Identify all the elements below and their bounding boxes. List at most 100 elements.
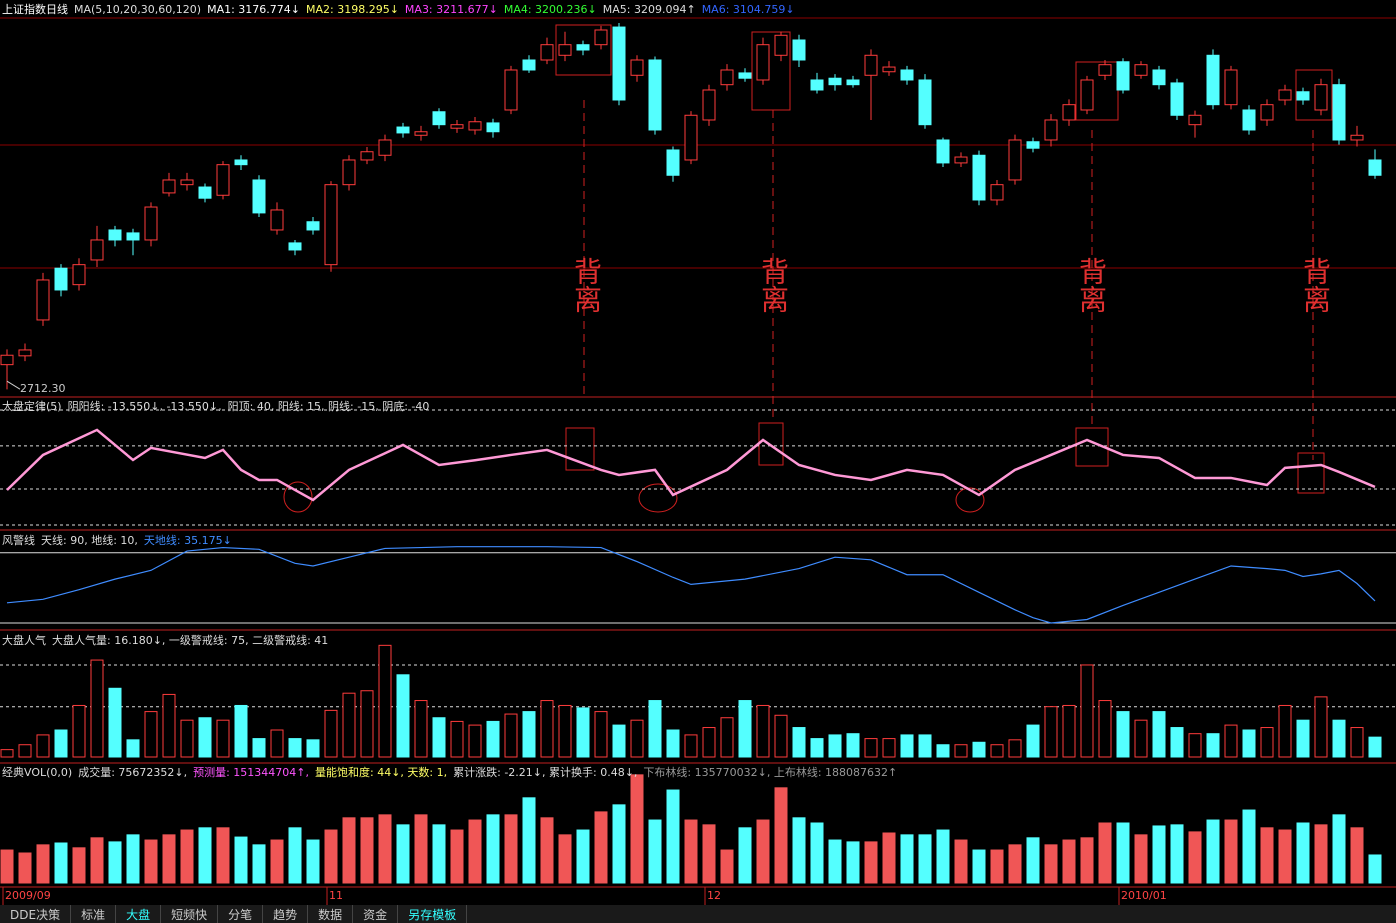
candle-body xyxy=(0,354,14,366)
header-item: MA3: 3211.677↓ xyxy=(404,3,498,16)
candle-body xyxy=(648,59,662,131)
header-item: MA2: 3198.295↓ xyxy=(306,3,399,16)
header-item: 大盘人气量: 16.180↓, 一级警戒线: 75, 二级警戒线: 41 xyxy=(52,634,329,647)
candle-body xyxy=(432,111,446,126)
low-label: 2712.30 xyxy=(20,382,66,395)
tab[interactable]: 趋势 xyxy=(263,905,309,923)
bar xyxy=(720,849,734,884)
bar xyxy=(486,814,500,884)
bar xyxy=(900,734,914,758)
bar xyxy=(882,738,896,758)
bar xyxy=(882,832,896,884)
bar xyxy=(90,659,104,758)
bar xyxy=(54,842,68,884)
bar xyxy=(288,738,302,758)
candle-body xyxy=(216,164,230,196)
bar xyxy=(90,837,104,884)
bar xyxy=(1152,825,1166,884)
bar xyxy=(1188,733,1202,758)
candle-body xyxy=(630,59,644,76)
bar xyxy=(720,717,734,758)
bar xyxy=(432,717,446,758)
candle-body xyxy=(1062,104,1076,121)
bar xyxy=(738,827,752,884)
candle-body xyxy=(882,66,896,73)
bar xyxy=(918,734,932,758)
bar xyxy=(828,734,842,758)
bar xyxy=(828,839,842,884)
bar xyxy=(594,711,608,758)
bar xyxy=(360,817,374,884)
panel-borders xyxy=(0,17,1396,888)
candle-body xyxy=(450,124,464,129)
bar xyxy=(954,744,968,758)
bar xyxy=(378,644,392,758)
bar xyxy=(1296,822,1310,884)
candle-body xyxy=(702,89,716,121)
bar xyxy=(846,733,860,758)
date-label: 12 xyxy=(707,889,721,902)
bar xyxy=(162,834,176,884)
candle-body xyxy=(540,44,554,61)
header-item: 阴阳线: -13.550↓, -13.550↓, xyxy=(67,400,222,413)
bar xyxy=(288,827,302,884)
candle-body xyxy=(1008,139,1022,181)
tab[interactable]: 另存模板 xyxy=(398,905,468,923)
candle-body xyxy=(720,69,734,86)
candle-body xyxy=(1260,104,1274,121)
header-item: 天地线: 35.175↓ xyxy=(143,534,232,547)
bar xyxy=(1116,711,1130,758)
candle-body xyxy=(594,29,608,46)
bar xyxy=(1026,724,1040,758)
annotation: 背离 xyxy=(1075,257,1108,313)
bar xyxy=(360,690,374,758)
bar xyxy=(522,797,536,884)
tab[interactable]: 数据 xyxy=(308,905,354,923)
bar xyxy=(162,693,176,758)
panel-header: 风警线 天线: 90, 地线: 10, 天地线: 35.175↓ xyxy=(2,532,238,548)
bar xyxy=(180,829,194,884)
bar xyxy=(72,847,86,884)
bar xyxy=(378,814,392,884)
header-item: 大盘定律(5) xyxy=(2,400,62,413)
tab[interactable]: 短频快 xyxy=(161,905,219,923)
candle-body xyxy=(198,186,212,199)
bar xyxy=(1260,727,1274,758)
candle-body xyxy=(684,114,698,161)
bar xyxy=(1350,827,1364,884)
tab[interactable]: 资金 xyxy=(353,905,399,923)
low-marker xyxy=(6,380,21,390)
date-label: 2009/09 xyxy=(5,889,51,902)
tab[interactable]: 分笔 xyxy=(218,905,264,923)
bar xyxy=(612,724,626,758)
tab[interactable]: 大盘 xyxy=(116,905,162,923)
bar xyxy=(1170,727,1184,758)
candle-body xyxy=(108,229,122,241)
candle-body xyxy=(144,206,158,241)
bar xyxy=(1008,739,1022,758)
candle-body xyxy=(1044,119,1058,141)
bar xyxy=(1224,819,1238,884)
bar xyxy=(1134,834,1148,884)
bar xyxy=(144,711,158,758)
bar xyxy=(108,841,122,884)
bar xyxy=(1134,719,1148,758)
bar xyxy=(576,707,590,758)
bar xyxy=(594,811,608,884)
tab[interactable]: DDE决策 xyxy=(0,905,72,923)
candle-body xyxy=(558,44,572,56)
candle-body xyxy=(900,69,914,81)
bar xyxy=(540,817,554,884)
header-item: 天线: 90, 地线: 10, xyxy=(41,534,138,547)
tab-bar: DDE决策 标准 大盘 短频快 分笔 趋势 数据 资金 另存模板 xyxy=(0,905,1396,923)
bar xyxy=(36,844,50,884)
tab[interactable]: 标准 xyxy=(71,905,117,923)
candle-body xyxy=(414,131,428,136)
header-item: 大盘人气 xyxy=(2,634,46,647)
bar xyxy=(432,824,446,884)
bar xyxy=(756,819,770,884)
candle-body xyxy=(1368,159,1382,176)
bar xyxy=(666,789,680,884)
header-item: 阳顶: 40, 阳线: 15, 阴线: -15, 阴底: -40 xyxy=(227,400,430,413)
bar xyxy=(684,819,698,884)
